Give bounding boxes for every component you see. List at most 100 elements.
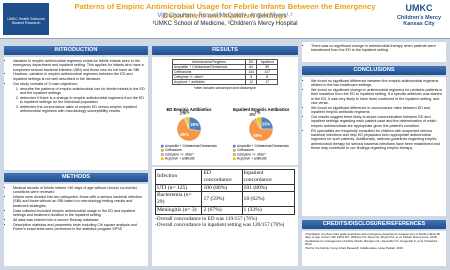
pie-slice — [185, 116, 190, 130]
list-item: ED specialists are frequently consulted … — [311, 129, 443, 150]
list-item: Data collected included empiric antimicr… — [13, 209, 145, 218]
concordance-note: -Overall concordance in inpatient settin… — [155, 222, 285, 229]
legend-swatch — [161, 157, 164, 160]
list-item: describe the patterns of empiric antimic… — [20, 87, 145, 96]
section-heading: CREDITS/DISCLOSURE/REFERENCES — [302, 220, 446, 229]
table-cell: 17 — [256, 79, 278, 85]
poster-title: Patterns of Empiric Antimicrobial Usage … — [74, 2, 376, 20]
conclusions-panel: We found no significant difference betwe… — [302, 77, 446, 216]
objective-list: describe the patterns of empiric antimic… — [13, 87, 145, 114]
table-cell: 12 — [245, 79, 258, 85]
legend-label: Acyclovir + antibiotic — [165, 157, 195, 161]
table-cell: 100 (80%) — [201, 183, 243, 193]
slice-label: 5% — [183, 110, 189, 115]
list-item: Our study consists of 3 main objectives: — [13, 82, 145, 86]
credits-panel: ¹Translation of a flow chart guide guide… — [302, 231, 446, 266]
slice-label: 7% — [254, 110, 260, 115]
slice-label: 25% — [262, 121, 271, 126]
pie-slice — [248, 119, 274, 142]
table-header-row: Infection ED concordance Inpatient concord… — [154, 169, 296, 185]
legend-label: Ampicillin + Cefotaxime/Gentamicin — [237, 144, 289, 148]
section-heading: RESULTS — [152, 46, 298, 55]
logo-childrens-mercy: Children's Mercy Kansas City — [396, 15, 442, 27]
section-heading: INTRODUCTION — [4, 46, 148, 55]
table-row: UTI (n= 125) 100 (80%) 101 (80%) — [154, 183, 296, 193]
slice-label: 65% — [254, 133, 263, 138]
methods-panel: Medical records of febrile infants <90 d… — [4, 184, 148, 266]
legend-label: Cefepime +/- other* — [165, 152, 194, 156]
table-row: Acyclovir + antibiotic 12 17 — [171, 79, 278, 85]
table-row: Bacteremia (n= 29) 17 (59%) 18 (62%) — [154, 191, 296, 207]
table-cell: 17 (59%) — [201, 191, 243, 207]
table-cell: Bacteremia (n= 29) — [154, 191, 203, 207]
concordance-panel: Infection ED concordance Inpatient concord… — [152, 167, 298, 266]
introduction-panel: Variation in empiric antimicrobial regim… — [4, 57, 148, 170]
logo-umkc: UMKC — [405, 3, 433, 13]
list-item: Descriptive statistics and parametric te… — [13, 223, 145, 232]
table-row: Meningitis (n= 3) 2 (67%) 1 (33%) — [154, 205, 296, 215]
list-item: Variation in empiric antimicrobial regim… — [13, 59, 145, 72]
pie-slice — [176, 117, 202, 142]
table-cell: 2 (67%) — [201, 205, 243, 215]
legend-label: Ceftriaxone — [165, 148, 182, 152]
list-item: We found no significant difference in co… — [311, 106, 443, 115]
list-item: Medical records of febrile infants <90 d… — [13, 186, 145, 195]
authors: Vijit Chouhan¹, Russell McCulloh¹, Angel… — [157, 13, 293, 19]
bullet-list: Medical records of febrile infants <90 d… — [7, 186, 145, 231]
legend-swatch — [161, 144, 164, 148]
list-item: All data was entered into a secure Redca… — [13, 218, 145, 222]
list-item: However, variation in empiric antimicrob… — [13, 72, 145, 81]
results-panel: Antimicrobial Regimen ED Inpatient Ampicill… — [152, 57, 298, 165]
table-cell: Meningitis (n= 3) — [154, 205, 203, 215]
list-item: ³Not for the Febrile Young Infant Resear… — [305, 245, 404, 250]
legend-swatch — [233, 153, 236, 156]
pie-title: ED Empiric Antibiotics — [167, 107, 213, 112]
pie-title: Inpatient Empiric Antibiotics — [233, 107, 290, 112]
list-item: ¹Translation of a flow chart guide guide… — [305, 232, 441, 240]
table-cell: UTI (n= 125) — [154, 183, 203, 193]
table-header-cell: Infection — [154, 169, 203, 185]
table-cell: Acyclovir + antibiotic — [171, 79, 247, 85]
affiliations: ¹UMKC School of Medicine, ²Children's Me… — [152, 21, 298, 27]
pie-charts: ED Empiric Antibiotics 28% 65% 2%5% Ampicill… — [161, 107, 290, 161]
table-cell: 1 (33%) — [241, 205, 296, 215]
pie-slice — [255, 116, 262, 130]
bullet-list: We found no significant difference betwe… — [305, 79, 443, 150]
list-item: determine if there is a change in empiri… — [20, 96, 145, 105]
header — [0, 0, 450, 39]
regimen-table: Antimicrobial Regimen ED Inpatient Ampicill… — [171, 59, 278, 85]
concordance-notes: -Overall concordance in ED was 119/157 (… — [155, 216, 295, 229]
table-header-cell: ED concordance — [201, 169, 243, 185]
table-header-cell: Inpatient concordance — [241, 169, 296, 185]
slice-label: 3% — [249, 112, 255, 117]
legend-label: Acyclovir + antibiotic — [237, 157, 267, 161]
section-heading: CONCLUSIONS — [302, 66, 446, 75]
legend-swatch — [233, 157, 236, 160]
list-item: Infants were divided into two categories… — [13, 195, 145, 208]
list-item: ²Guidelines for management of febrile in… — [305, 238, 439, 247]
list-item: We found no significant change in antimi… — [311, 88, 443, 105]
list-item: We found no significant difference betwe… — [311, 79, 443, 88]
legend-swatch — [233, 144, 236, 148]
legend-swatch — [161, 149, 164, 152]
table-cell: 101 (80%) — [241, 183, 296, 193]
summary: There was no significant change in antim… — [311, 44, 443, 53]
concordance-table: Infection ED concordance Inpatient concord… — [154, 169, 296, 215]
list-item: Our results suggest there likely is ampl… — [311, 115, 443, 128]
section-heading: METHODS — [4, 173, 148, 182]
list-item: determine the concordance rates of empir… — [20, 105, 145, 114]
legend-label: Ceftriaxone — [237, 148, 254, 152]
concordance-note: -Overall concordance in ED was 119/157 (… — [155, 215, 258, 222]
slice-label: 28% — [190, 122, 199, 127]
table-note: *other includes vancomycin and clindamyc… — [193, 86, 257, 90]
reference-list: ¹Translation of a flow chart guide guide… — [305, 232, 443, 250]
legend-swatch — [233, 149, 236, 152]
legend-label: Cefepime +/- other* — [237, 152, 266, 156]
logo-left: UMKC Health Sciences Student Research — [3, 3, 49, 35]
bullet-list: Variation in empiric antimicrobial regim… — [7, 59, 145, 86]
table-cell: 18 (62%) — [241, 191, 296, 207]
legend-label: Ampicillin + Cefotaxime/Gentamicin — [165, 144, 217, 148]
summary-panel: There was no significant change in antim… — [302, 42, 446, 62]
slice-label: 2% — [180, 111, 186, 116]
